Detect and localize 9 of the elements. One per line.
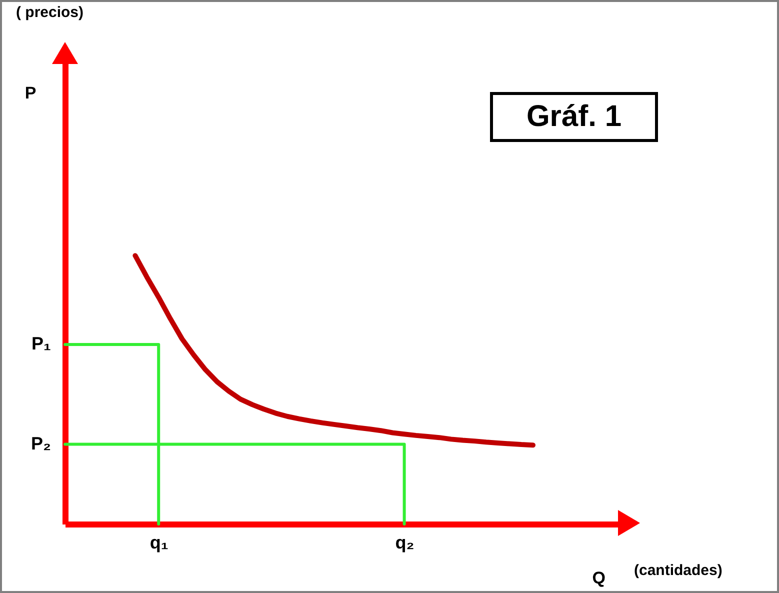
x-tick-label: q₂ <box>395 532 414 552</box>
text: (cantidades) <box>634 562 722 579</box>
x-axis-title: Q <box>592 568 606 588</box>
x-tick-label: q₁ <box>150 532 168 552</box>
text: P₂ <box>31 433 51 454</box>
y-axis-title: P <box>24 84 36 102</box>
text: Gráf. 1 <box>490 92 658 142</box>
text: P₁ <box>32 333 51 354</box>
text: ( precios) <box>16 4 84 21</box>
